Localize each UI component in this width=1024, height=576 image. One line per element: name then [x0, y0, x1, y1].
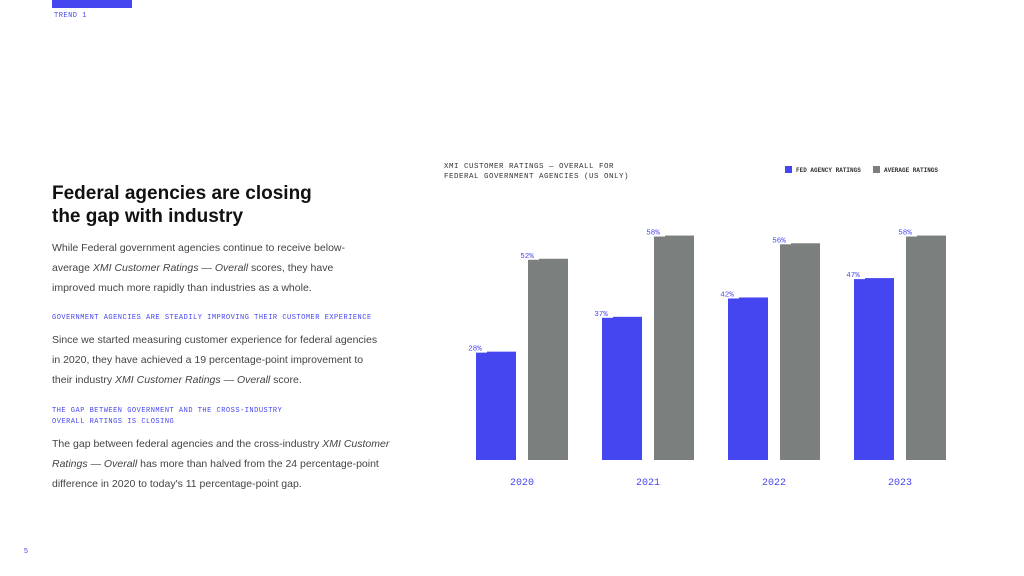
section-heading: THE GAP BETWEEN GOVERNMENT AND THE CROSS…: [52, 407, 283, 426]
x-tick-label: 2023: [888, 478, 912, 489]
value-label: 37%: [594, 311, 608, 319]
section-body: Since we started measuring customer expe…: [52, 330, 382, 390]
value-label: 28%: [468, 346, 482, 354]
trend-label: TREND 1: [54, 12, 87, 20]
value-label: 56%: [772, 237, 786, 245]
text: scores, they have improved much more rap…: [52, 262, 334, 294]
text: XMI Customer Ratings — Overall: [52, 438, 390, 470]
value-label-bg: [893, 226, 917, 237]
bar: [728, 297, 768, 460]
value-label-bg: [463, 342, 487, 353]
text: score.: [270, 374, 302, 386]
intro: While Federal government agencies contin…: [52, 238, 367, 298]
legend-swatch: [785, 166, 792, 173]
chart-title: XMI CUSTOMER RATINGS — OVERALL FOR FEDER…: [444, 163, 630, 181]
text: Since we started measuring customer expe…: [52, 334, 378, 386]
value-label-bg: [589, 307, 613, 318]
value-label: 47%: [846, 272, 860, 280]
bar: [780, 243, 820, 460]
x-tick-label: 2021: [636, 478, 660, 489]
legend-label: AVERAGE RATINGS: [884, 167, 938, 174]
bar: [528, 258, 568, 460]
x-tick-label: 2022: [762, 478, 786, 489]
bar: [654, 235, 694, 460]
value-label-bg: [715, 288, 739, 299]
accent-bar: [52, 0, 132, 8]
section-body: The gap between federal agencies and the…: [52, 434, 397, 494]
section-heading: GOVERNMENT AGENCIES ARE STEADILY IMPROVI…: [52, 314, 372, 322]
value-label-bg: [841, 269, 865, 280]
text: XMI Customer Ratings — Overall: [115, 374, 271, 386]
text: The gap between federal agencies and the…: [52, 438, 323, 450]
value-label-bg: [641, 226, 665, 237]
page-number: 5: [24, 548, 28, 555]
bar: [476, 351, 516, 460]
value-label: 58%: [646, 230, 660, 238]
legend-swatch: [873, 166, 880, 173]
x-tick-label: 2020: [510, 478, 534, 489]
bar: [854, 278, 894, 460]
text: has more than halved from the 24 percent…: [52, 458, 379, 490]
value-label: 52%: [520, 253, 534, 261]
bar: [906, 235, 946, 460]
slide-title: Federal agencies are closing the gap wit…: [52, 183, 312, 227]
value-label-bg: [767, 234, 791, 245]
value-label: 42%: [720, 291, 734, 299]
legend-label: FED AGENCY RATINGS: [796, 167, 861, 174]
bar: [602, 316, 642, 460]
text: XMI Customer Ratings — Overall: [92, 262, 249, 274]
value-label-bg: [515, 249, 539, 260]
text: While Federal government agencies contin…: [52, 242, 345, 274]
value-label: 58%: [898, 230, 912, 238]
